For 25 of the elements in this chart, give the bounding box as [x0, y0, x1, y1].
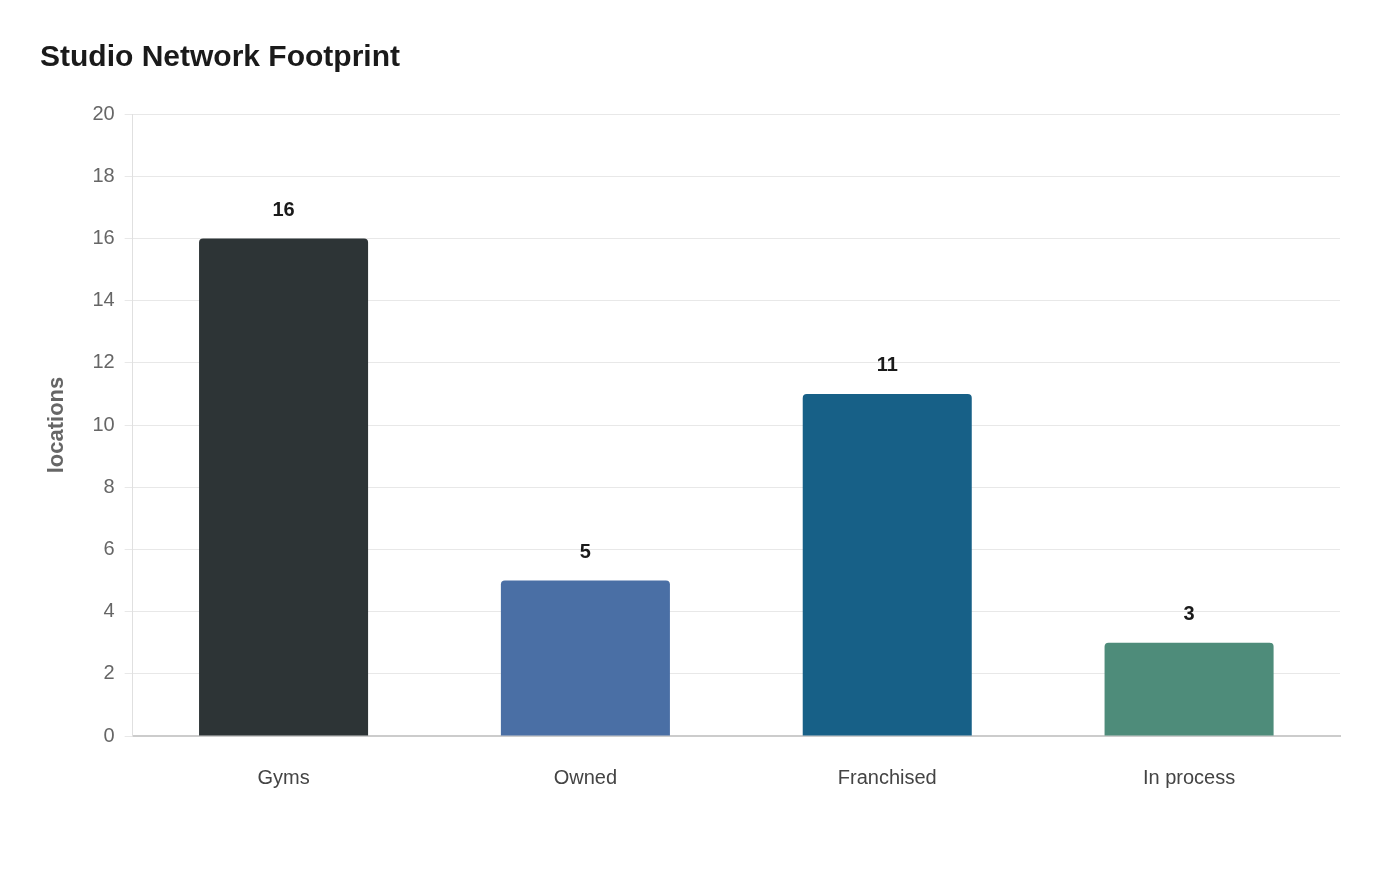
y-tick-label: 20	[92, 101, 115, 124]
bar	[802, 393, 972, 736]
data-label: 16	[272, 197, 295, 220]
y-tick-label: 16	[92, 225, 115, 248]
x-tick-label: Owned	[553, 765, 618, 788]
x-tick-label: Franchised	[837, 765, 937, 788]
y-tick-label: 0	[103, 723, 115, 746]
data-label: 3	[1183, 602, 1195, 625]
data-label: 11	[876, 353, 898, 376]
y-tick-label: 8	[103, 474, 115, 497]
bar	[500, 580, 670, 736]
chart-title: Studio Network Footprint	[40, 39, 400, 73]
y-tick-label: 4	[103, 599, 115, 622]
y-tick-label: 18	[92, 163, 115, 186]
bar	[1104, 642, 1274, 736]
y-tick-label: 6	[103, 536, 115, 559]
y-tick-label: 14	[92, 288, 115, 311]
y-axis-title: locations	[43, 376, 69, 474]
x-tick-label: Gyms	[257, 765, 310, 788]
bar	[199, 238, 369, 736]
y-tick-label: 2	[103, 661, 115, 684]
y-tick-label: 10	[92, 412, 115, 435]
y-tick-label: 12	[92, 350, 115, 373]
data-label: 5	[579, 540, 591, 563]
x-tick-label: In process	[1142, 765, 1236, 788]
